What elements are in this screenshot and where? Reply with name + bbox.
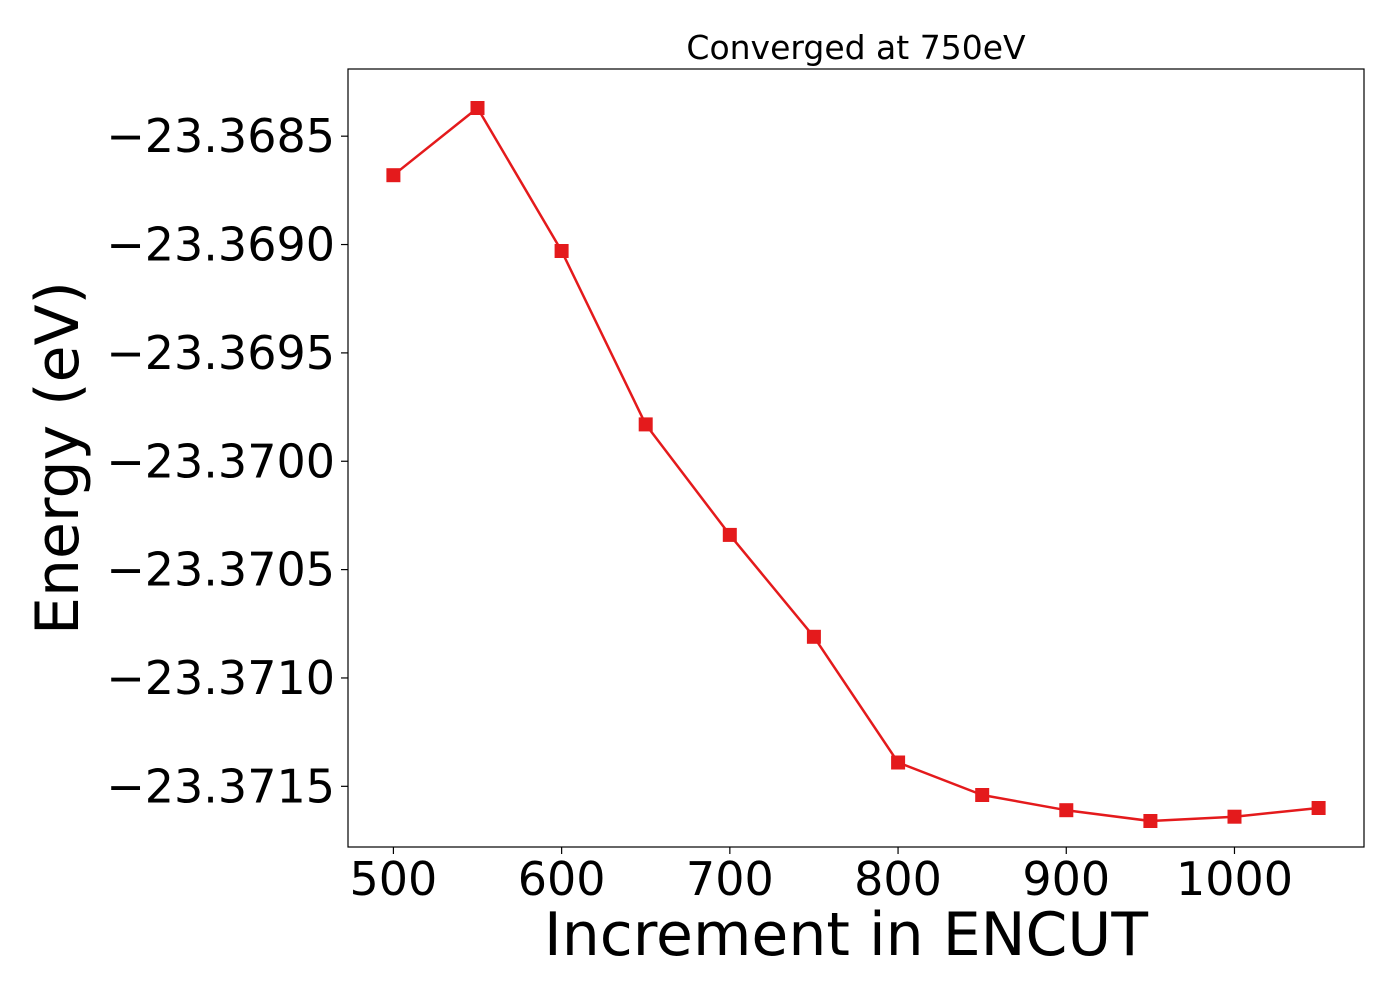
y-axis-label: Energy (eV) [23, 281, 93, 635]
x-tick-label: 600 [518, 852, 606, 906]
y-axis-ticks: −23.3685 −23.3690 −23.3695 −23.3700 −23.3705… [106, 109, 348, 813]
series-markers [386, 101, 1326, 828]
data-point-marker [554, 244, 569, 258]
x-tick-label: 800 [854, 852, 942, 906]
data-point-marker [806, 629, 821, 644]
x-tick-label: 900 [1022, 852, 1110, 906]
y-tick-label: −23.3705 [106, 543, 335, 597]
data-point-marker [891, 755, 906, 770]
data-point-marker [470, 101, 485, 115]
plot-area-frame [347, 68, 1365, 848]
data-point-marker [1311, 801, 1326, 815]
series-line [392, 106, 1319, 823]
x-tick-label: 500 [350, 852, 438, 906]
data-point-marker [975, 788, 990, 802]
y-tick-label: −23.3685 [106, 109, 335, 163]
data-point-marker [1143, 814, 1158, 828]
x-tick-label: 700 [686, 852, 774, 906]
data-point-marker [1059, 803, 1074, 818]
data-point-marker [1227, 809, 1242, 824]
y-tick-label: −23.3715 [106, 759, 335, 813]
data-point-marker [386, 168, 401, 183]
y-tick-label: −23.3700 [106, 434, 335, 488]
x-axis-ticks: 500 600 700 800 900 1000 [350, 847, 1293, 906]
x-axis-label: Increment in ENCUT [544, 900, 1148, 970]
data-point-marker [722, 527, 737, 542]
chart-title: Converged at 750eV [686, 28, 1026, 67]
x-tick-label: 1000 [1176, 852, 1293, 906]
y-tick-label: −23.3710 [106, 651, 335, 705]
data-point-marker [638, 417, 653, 432]
y-tick-label: −23.3695 [106, 326, 335, 380]
y-tick-label: −23.3690 [106, 218, 335, 272]
